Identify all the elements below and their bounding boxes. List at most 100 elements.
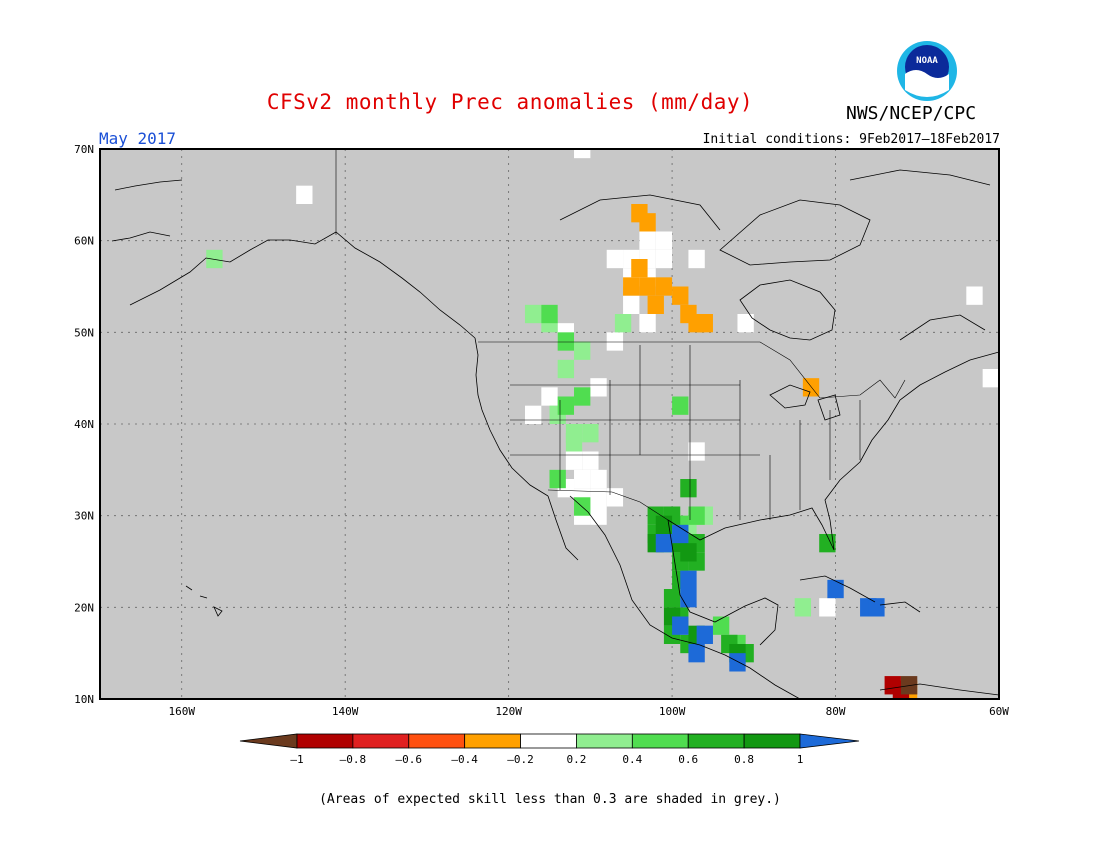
y-tick-label: 30N — [74, 510, 94, 523]
anomaly-cell — [794, 598, 812, 617]
anomaly-cell — [574, 387, 591, 406]
map-title: CFSv2 monthly Prec anomalies (mm/day) — [266, 90, 754, 114]
anomaly-cell — [655, 249, 673, 269]
anomaly-cell — [524, 405, 542, 424]
colorbar-cell — [576, 733, 633, 749]
colorbar-arrow-low — [239, 733, 298, 749]
anomaly-cell — [639, 277, 656, 296]
anomaly-cell — [655, 534, 673, 553]
coast-baffin — [719, 199, 871, 266]
anomaly-cell — [557, 332, 575, 351]
coast-baja — [547, 495, 579, 561]
colorbar-cell — [464, 733, 521, 749]
anomaly-cell — [639, 231, 656, 250]
anomaly-cell — [827, 579, 844, 599]
colorbar-cell — [743, 733, 801, 749]
colorbar-arrow-high — [799, 733, 860, 749]
colorbar-label: –0.6 — [396, 753, 423, 766]
colorbar-cell — [631, 733, 689, 749]
coast-us-east — [667, 351, 1000, 551]
anomaly-cell — [590, 378, 607, 397]
org-label: NWS/NCEP/CPC — [846, 103, 977, 124]
anomaly-cell — [574, 341, 591, 360]
x-tick-label: 120W — [495, 705, 522, 718]
initial-conditions: Initial conditions: 9Feb2017–18Feb2017 — [702, 132, 1000, 147]
coast-mexico-west — [569, 495, 801, 700]
coast-alaska-west — [111, 231, 171, 242]
coast-arctic — [559, 194, 721, 231]
colorbar-labels: –1 –0.8 –0.6 –0.4 –0.2 0.2 0.4 0.6 0.8 1 — [290, 753, 803, 766]
y-tick-label: 20N — [74, 601, 94, 614]
anomaly-cell — [884, 676, 901, 695]
anomaly-cell — [819, 598, 836, 617]
anomaly-cell — [631, 259, 648, 278]
y-tick-label: 40N — [74, 418, 94, 431]
great-lakes-east — [817, 394, 841, 421]
hawaii-2 — [199, 595, 208, 599]
anomaly-cell — [541, 304, 558, 324]
anomaly-cell — [982, 369, 999, 388]
anomaly-cell — [712, 616, 730, 635]
anomaly-cell — [655, 231, 673, 250]
anomaly-cell — [688, 644, 705, 663]
logo-wave — [905, 70, 949, 97]
border-us-mexico — [547, 489, 669, 521]
noaa-logo: NOAA — [897, 41, 957, 101]
colorbar-label: 0.6 — [678, 753, 698, 766]
anomaly-cell — [655, 277, 673, 296]
anomaly-cell — [680, 479, 697, 498]
anomaly-cell — [737, 314, 754, 333]
x-tick-label: 100W — [659, 705, 686, 718]
colorbar: –1 –0.8 –0.6 –0.4 –0.2 0.2 0.4 0.6 0.8 1 — [239, 733, 860, 766]
colorbar-cell — [520, 733, 577, 749]
y-tick-label: 60N — [74, 235, 94, 248]
coast-alaska — [129, 231, 476, 339]
great-lakes — [769, 384, 811, 409]
anomaly-cell — [688, 249, 705, 269]
map-frame — [99, 148, 1000, 700]
anomaly-cell — [868, 598, 885, 617]
anomaly-cell — [672, 396, 689, 415]
anomaly-cell — [590, 506, 607, 525]
map-area — [99, 139, 1000, 700]
anomaly-cell — [680, 570, 697, 589]
anomaly-cell — [696, 314, 713, 333]
anomaly-cell — [590, 488, 607, 507]
colorbar-cell — [687, 733, 745, 749]
anomaly-cell — [672, 616, 689, 635]
anomaly-cell — [524, 304, 542, 324]
border-us-canada-east — [759, 341, 906, 399]
forecast-month: May 2017 — [99, 129, 177, 148]
y-tick-label: 70N — [74, 143, 94, 156]
anomaly-cell — [606, 249, 624, 269]
y-tick-label: 10N — [74, 693, 94, 706]
anomaly-cell — [639, 314, 656, 333]
colorbar-cell — [352, 733, 410, 749]
anomaly-cell — [688, 442, 705, 461]
x-tick-label: 60W — [989, 705, 1009, 718]
anomaly-cell — [696, 625, 713, 644]
us-state-borders — [510, 345, 861, 520]
anomaly-cell — [729, 653, 746, 672]
anomaly-cell — [614, 314, 632, 333]
anomaly-cell — [966, 286, 983, 305]
anomaly-cell — [680, 543, 697, 562]
anomaly-cell — [582, 424, 599, 443]
footnote: (Areas of expected skill less than 0.3 a… — [319, 792, 781, 807]
coast-hispaniola — [879, 601, 921, 613]
anomaly-cell — [663, 589, 681, 608]
colorbar-cells — [296, 733, 801, 749]
anomaly-cell — [623, 277, 640, 296]
anomaly-cell — [606, 332, 624, 351]
coast-labrador — [899, 314, 986, 341]
colorbar-label: 0.4 — [622, 753, 642, 766]
colorbar-cell — [296, 733, 354, 749]
x-axis-ticks: 160W 140W 120W 100W 80W 60W — [168, 705, 1009, 718]
anomaly-cell — [582, 451, 599, 470]
anomaly-cell — [672, 524, 689, 544]
colorbar-label: 1 — [797, 753, 804, 766]
logo-text: NOAA — [916, 56, 938, 66]
colorbar-label: –0.8 — [340, 753, 367, 766]
anomaly-cell — [590, 469, 607, 489]
